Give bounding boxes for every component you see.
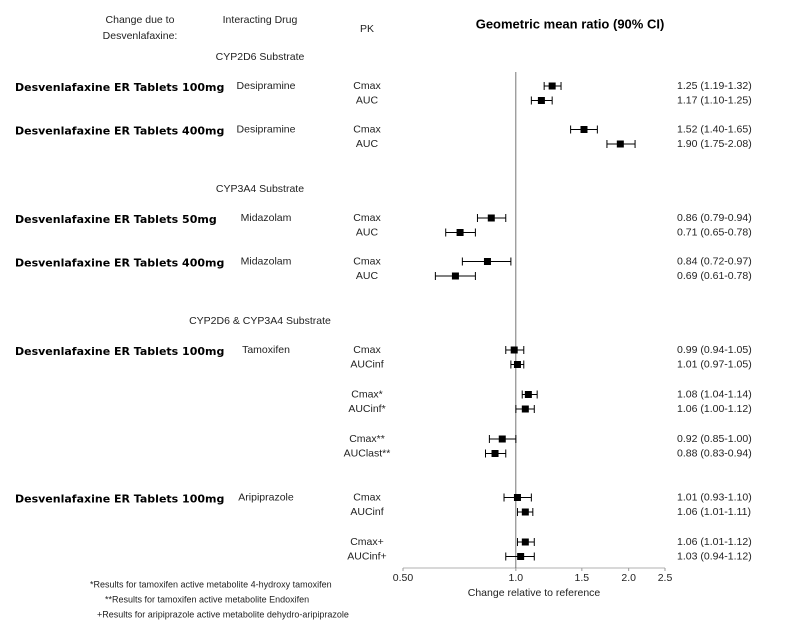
value-label: 1.06 (1.00-1.12) (677, 403, 752, 415)
section-title: CYP3A4 Substrate (216, 183, 304, 195)
x-tick-label: 2.5 (658, 572, 673, 584)
pk-label: AUCinf+ (347, 550, 386, 562)
pk-label: AUCinf (350, 506, 383, 518)
section-title: CYP2D6 Substrate (216, 51, 305, 63)
column-header: Interacting Drug (223, 14, 298, 26)
value-label: 0.99 (0.94-1.05) (677, 344, 752, 356)
value-label: 0.84 (0.72-0.97) (677, 255, 752, 267)
drug-label: Desipramine (237, 80, 296, 92)
point-estimate (517, 553, 525, 560)
pk-label: AUC (356, 94, 379, 106)
point-estimate (521, 508, 529, 516)
pk-label: AUC (356, 138, 379, 150)
value-label: 1.08 (1.04-1.14) (677, 388, 752, 400)
x-tick-label: 2.0 (621, 572, 636, 584)
value-label: 1.25 (1.19-1.32) (677, 80, 752, 92)
footnote: *Results for tamoxifen active metabolite… (90, 579, 332, 589)
drug-label: Tamoxifen (242, 344, 290, 356)
pk-label: AUCinf (350, 358, 383, 370)
pk-label: Cmax (353, 255, 381, 267)
value-label: 0.92 (0.85-1.00) (677, 433, 752, 445)
column-header: Change due to (106, 14, 175, 26)
drug-label: Desipramine (237, 123, 296, 135)
value-label: 1.01 (0.97-1.05) (677, 358, 752, 370)
point-estimate (491, 450, 499, 457)
point-estimate (521, 405, 529, 413)
group-label: Desvenlafaxine ER Tablets 100mg (15, 81, 224, 94)
x-tick-label: 0.50 (393, 572, 414, 584)
group-label: Desvenlafaxine ER Tablets 400mg (15, 125, 224, 138)
pk-label: AUC (356, 270, 379, 282)
footnote: +Results for aripiprazole active metabol… (97, 609, 349, 619)
value-label: 1.01 (0.93-1.10) (677, 491, 752, 503)
pk-label: Cmax (353, 212, 381, 224)
x-axis-label: Change relative to reference (468, 587, 601, 599)
x-tick-label: 1.0 (509, 572, 524, 584)
point-estimate (524, 391, 532, 398)
footnote: **Results for tamoxifen active metabolit… (105, 594, 309, 604)
x-tick-label: 1.5 (575, 572, 590, 584)
value-label: 0.69 (0.61-0.78) (677, 270, 752, 282)
value-label: 1.90 (1.75-2.08) (677, 138, 752, 150)
point-estimate (498, 435, 506, 443)
pk-label: Cmax (353, 80, 381, 92)
value-label: 1.06 (1.01-1.12) (677, 536, 752, 548)
drug-label: Midazolam (241, 212, 292, 224)
point-estimate (521, 538, 529, 546)
pk-label: Cmax (353, 344, 381, 356)
point-estimate (537, 97, 545, 104)
point-estimate (451, 272, 459, 280)
chart-title: Geometric mean ratio (90% CI) (476, 16, 665, 31)
pk-label: Cmax+ (350, 536, 384, 548)
point-estimate (456, 229, 464, 236)
section-title: CYP2D6 & CYP3A4 Substrate (189, 315, 331, 327)
pk-label: Cmax (353, 491, 381, 503)
point-estimate (513, 494, 521, 501)
point-estimate (580, 126, 588, 133)
group-label: Desvenlafaxine ER Tablets 100mg (15, 493, 224, 506)
group-label: Desvenlafaxine ER Tablets 50mg (15, 213, 217, 226)
point-estimate (616, 140, 624, 148)
value-label: 1.52 (1.40-1.65) (677, 123, 752, 135)
pk-label: Cmax** (349, 433, 385, 445)
point-estimate (487, 214, 495, 222)
point-estimate (513, 361, 521, 368)
pk-label: Cmax* (351, 388, 383, 400)
group-label: Desvenlafaxine ER Tablets 100mg (15, 345, 224, 358)
pk-label: AUC (356, 226, 379, 238)
value-label: 0.71 (0.65-0.78) (677, 226, 752, 238)
point-estimate (548, 82, 556, 90)
point-estimate (483, 258, 491, 265)
pk-label: AUClast** (344, 447, 391, 459)
point-estimate (510, 346, 518, 354)
column-header: PK (360, 23, 374, 35)
value-label: 1.06 (1.01-1.11) (677, 506, 751, 518)
pk-label: AUCinf* (348, 403, 385, 415)
value-label: 1.03 (0.94-1.12) (677, 550, 752, 562)
value-label: 1.17 (1.10-1.25) (677, 94, 752, 106)
value-label: 0.88 (0.83-0.94) (677, 447, 752, 459)
pk-label: Cmax (353, 123, 381, 135)
column-header: Desvenlafaxine: (103, 30, 178, 42)
drug-label: Midazolam (241, 255, 292, 267)
drug-label: Aripiprazole (238, 491, 294, 503)
group-label: Desvenlafaxine ER Tablets 400mg (15, 257, 224, 270)
value-label: 0.86 (0.79-0.94) (677, 212, 752, 224)
